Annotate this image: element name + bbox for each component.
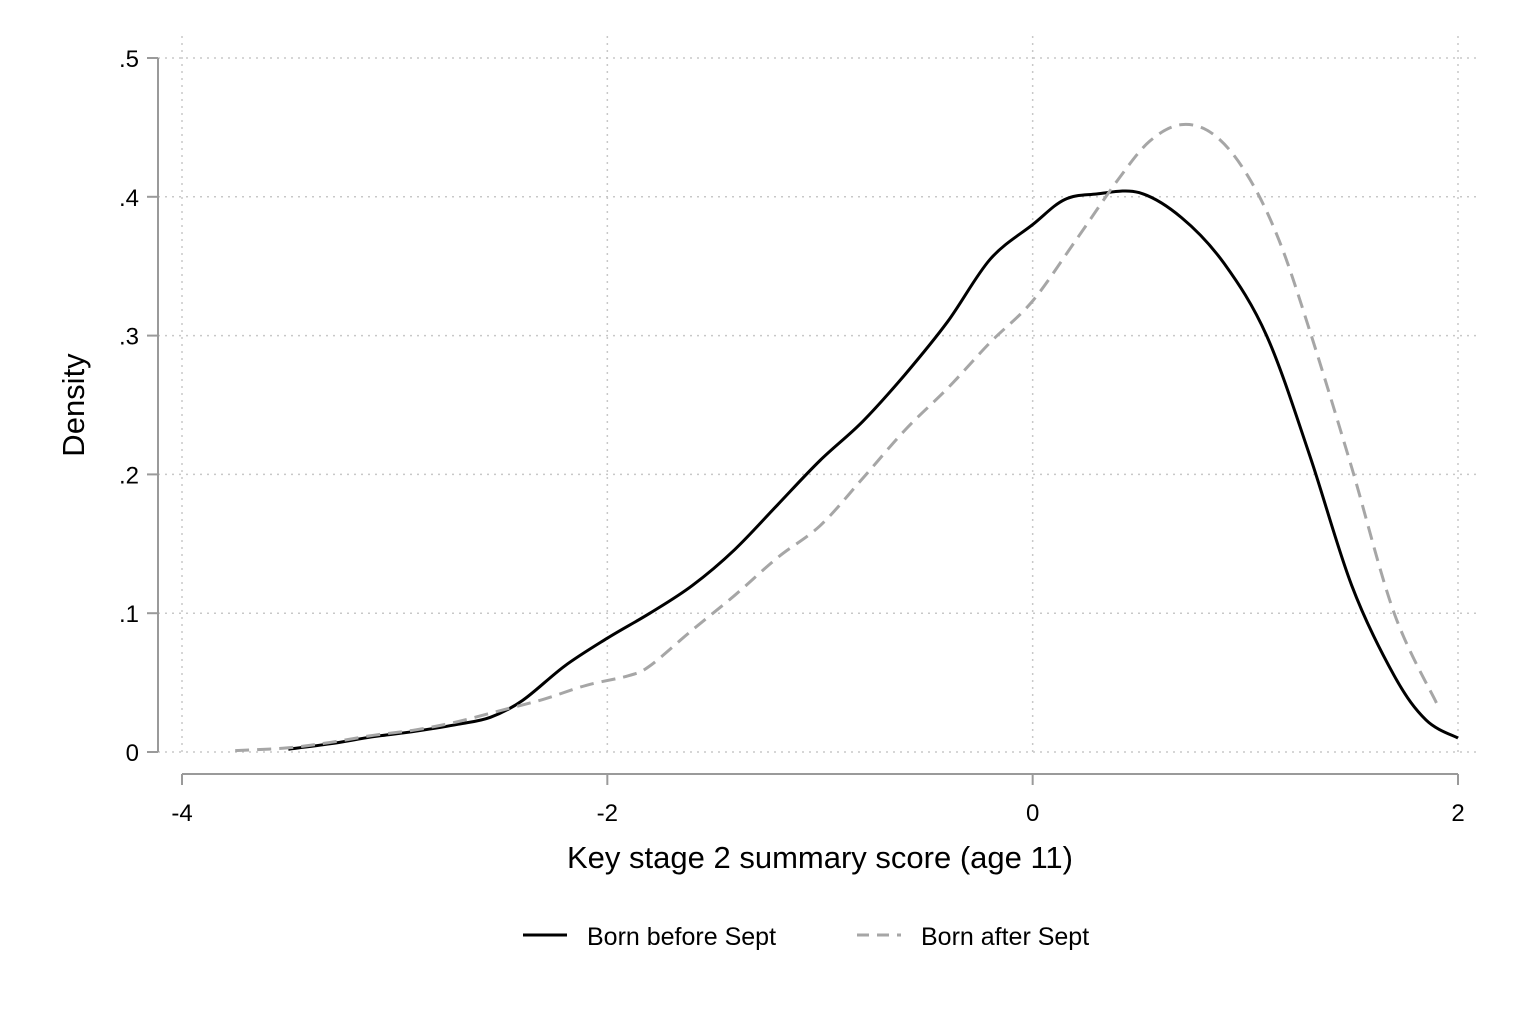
y-axis-title: Density [56, 353, 91, 457]
y-tick-label: .2 [119, 462, 139, 489]
y-tick-label: .4 [119, 185, 139, 212]
legend-label-born-before-sept: Born before Sept [587, 923, 776, 951]
x-tick-label: -2 [597, 800, 618, 827]
y-tick-label: .3 [119, 324, 139, 351]
legend: Born before Sept Born after Sept [523, 923, 1089, 951]
x-tick-label: -4 [171, 800, 192, 827]
legend-label-born-after-sept: Born after Sept [921, 923, 1089, 951]
series-line-born-before-sept [288, 189, 1459, 751]
x-tick-label: 2 [1451, 800, 1464, 827]
axis-ticks: 0 .1 .2 .3 .4 .5 -4 -2 0 2 [119, 46, 1465, 827]
series-lines [235, 122, 1459, 753]
y-tick-label: 0 [126, 740, 139, 767]
x-axis-title: Key stage 2 summary score (age 11) [567, 840, 1073, 875]
x-tick-label: 0 [1026, 800, 1039, 827]
grid-lines [158, 36, 1480, 753]
series-line-born-after-sept [235, 122, 1439, 753]
y-tick-label: .5 [119, 46, 139, 73]
y-tick-label: .1 [119, 601, 139, 628]
